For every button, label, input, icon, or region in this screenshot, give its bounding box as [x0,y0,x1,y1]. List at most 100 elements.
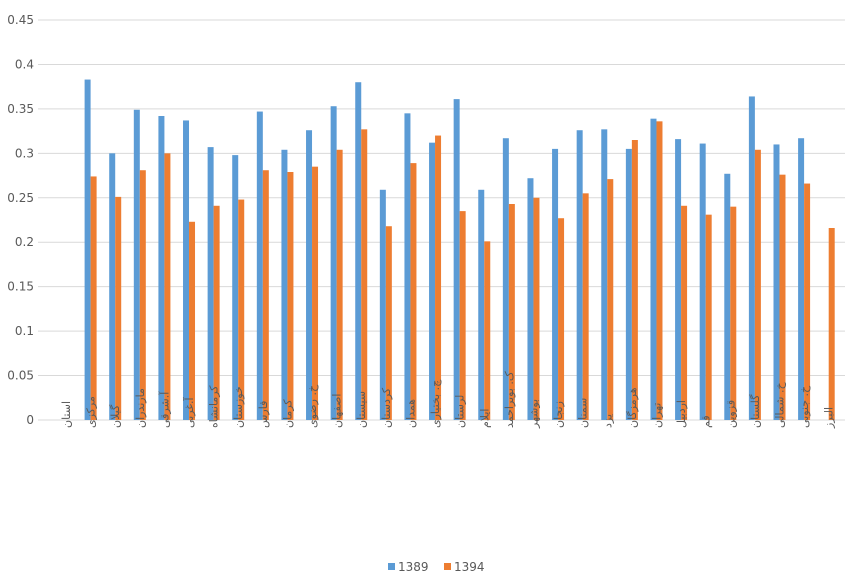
x-tick-label: مرکزی [85,396,98,428]
bar [607,179,613,420]
bar [429,143,435,420]
bar [189,222,195,420]
bar [527,178,533,420]
bar [158,116,164,420]
bar [601,129,607,420]
y-tick-label: 0.15 [7,280,34,294]
x-tick-label: همدان [404,399,417,428]
legend-label: 1389 [398,560,429,574]
bar [558,218,564,420]
x-tick-label: گیلان [109,404,122,428]
x-tick-label: سیستان [355,391,368,428]
x-tick-label: چ. بختیاری [429,379,442,428]
bar [804,184,810,420]
legend-swatch [444,563,451,570]
legend-label: 1394 [454,560,485,574]
y-tick-label: 0.2 [15,235,34,249]
bar [140,170,146,420]
bar [626,149,632,420]
bar [706,215,712,420]
bar [749,96,755,420]
y-tick-label: 0.3 [15,146,34,160]
y-tick-label: 0.4 [15,57,34,71]
page: {"chart_data": {"type": "bar", "categori… [0,0,855,578]
x-tick-label: اردبیل [675,400,688,428]
x-tick-label: البرز [823,407,836,429]
bar [730,207,736,420]
bar [484,241,490,420]
y-tick-label: 0 [26,413,34,427]
bar [232,155,238,420]
bar [755,150,761,420]
bar [829,228,835,420]
bar [281,150,287,420]
bar [533,198,539,420]
bar [263,170,269,420]
bar [208,147,214,420]
x-tick-label: خ. شمالی [773,382,786,428]
x-tick-label: هرمزگان [626,387,639,428]
y-tick-label: 0.1 [15,324,34,338]
bar [257,112,263,420]
y-tick-label: 0.45 [7,13,34,27]
x-tick-label: قم [700,415,713,428]
x-tick-label: کرمان [281,399,294,428]
x-tick-label: سمنان [577,398,590,428]
bar [134,110,140,420]
bar [552,149,558,420]
bar [404,113,410,420]
bar [650,119,656,420]
x-tick-label: مازندران [134,388,147,428]
bar [355,82,361,420]
bar [478,190,484,420]
bar [361,129,367,420]
bar [656,121,662,420]
x-tick-label: فارس [257,401,270,428]
x-tick-label: آ.غربی [182,396,196,428]
chart: 0 0.05 0.1 0.15 0.2 0.25 0.3 0.35 0.4 0.45 استان مر… [0,0,855,578]
x-tick-label: خوزستان [232,386,245,428]
x-tick-label: گلستان [749,394,762,428]
bar [577,130,583,420]
x-tick-label: کرمانشاه [208,385,221,428]
x-tick-label: لرستان [454,395,467,428]
x-tick-label: اصفهان [331,394,344,428]
bar [337,150,343,420]
x-tick-label: آ.شرقی [157,391,171,428]
x-tick-label: خ. جنوبی [798,385,811,428]
bar [632,140,638,420]
x-tick-label: خ. رضوی [306,384,319,428]
bar [460,211,466,420]
bar [675,139,681,420]
bar [681,206,687,420]
x-tick-label: تهران [650,403,663,428]
bar [435,136,441,420]
bar [109,153,115,420]
x-tick-label: کردستان [380,387,393,428]
x-tick-label: ک. بویراحمد [503,371,516,428]
bar [183,120,189,420]
x-tick-label: استان [60,401,73,428]
bar [331,106,337,420]
x-tick-label: بوشهر [527,399,540,429]
bar [312,167,318,420]
bar [380,190,386,420]
x-tick-label: یزد [601,414,614,428]
x-tick-label: زنجان [552,401,565,428]
y-tick-label: 0.25 [7,191,34,205]
x-tick-label: ایلام [478,409,491,429]
bar [115,197,121,420]
y-tick-label: 0.05 [7,369,34,383]
bar [287,172,293,420]
bar [85,80,91,420]
bar [91,176,97,420]
legend-swatch [388,563,395,570]
y-tick-label: 0.35 [7,102,34,116]
bar [306,130,312,420]
bar [583,193,589,420]
bar [798,138,804,420]
bar [410,163,416,420]
x-tick-label: قزوین [724,400,737,428]
bar [724,174,730,420]
bar [454,99,460,420]
